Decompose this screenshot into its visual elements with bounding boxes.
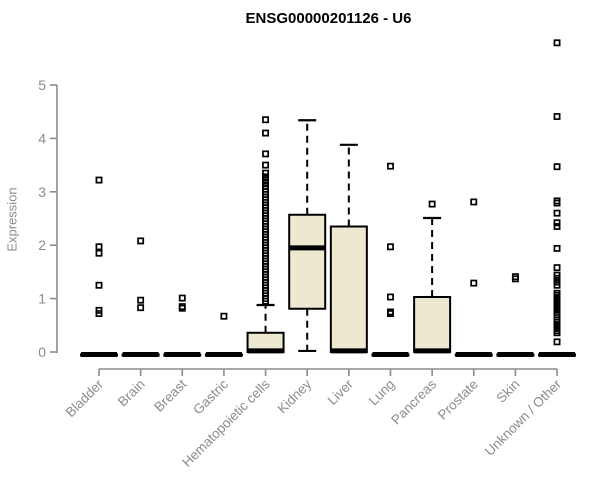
outlier-point — [470, 279, 478, 287]
outlier-point — [553, 223, 561, 230]
outlier-point — [262, 169, 270, 177]
outlier-point — [387, 162, 394, 170]
outlier-point — [553, 338, 561, 346]
outlier-point — [137, 304, 145, 312]
outlier-point — [428, 200, 436, 208]
y-tick-label: 2 — [38, 237, 46, 253]
outlier-point — [387, 310, 394, 318]
box-Pancreas — [413, 295, 452, 353]
outlier-point — [262, 129, 270, 137]
y-tick-label: 3 — [38, 184, 46, 200]
outlier-point — [553, 39, 561, 47]
outlier-point — [95, 281, 103, 289]
box-Kidney — [288, 213, 327, 310]
outlier-point — [553, 244, 561, 252]
outlier-point — [262, 150, 270, 158]
outlier-point — [95, 243, 103, 251]
outlier-point — [220, 312, 228, 320]
y-tick-label: 5 — [38, 77, 46, 93]
x-tick-label: Unknown / Other — [482, 376, 565, 459]
outlier-point — [470, 198, 478, 206]
x-tick-label: Breast — [151, 376, 189, 414]
outlier-point — [553, 274, 561, 282]
x-tick-label: Pancreas — [388, 376, 439, 427]
outlier-point — [553, 113, 561, 120]
x-tick-label: Kidney — [275, 376, 315, 416]
outlier-point — [95, 310, 103, 318]
outlier-point — [262, 173, 270, 181]
x-tick-label: Brain — [115, 377, 148, 410]
outlier-point — [95, 176, 103, 184]
outlier-point — [262, 161, 270, 169]
outlier-point — [553, 281, 561, 289]
outlier-point — [95, 249, 103, 257]
x-tick-label: Lung — [366, 377, 398, 409]
x-tick-label: Prostate — [435, 377, 481, 423]
y-tick-label: 1 — [38, 291, 46, 307]
y-tick-label: 4 — [38, 130, 46, 146]
x-tick-label: Bladder — [63, 376, 107, 420]
outlier-point — [178, 304, 186, 312]
outlier-point — [553, 219, 561, 227]
outlier-point — [553, 199, 561, 207]
outlier-point — [553, 209, 561, 217]
chart-title: ENSG00000201126 - U6 — [245, 10, 412, 27]
outlier-point — [262, 116, 270, 124]
outlier-point — [387, 293, 394, 301]
outlier-point — [511, 275, 519, 283]
outlier-point — [553, 264, 561, 272]
y-tick-label: 0 — [38, 344, 46, 360]
outlier-point — [387, 243, 394, 251]
outlier-point — [178, 294, 186, 302]
outlier-point — [137, 237, 145, 245]
x-tick-label: Gastric — [190, 376, 231, 417]
outlier-point — [137, 296, 145, 304]
x-tick-label: Liver — [325, 376, 357, 408]
box-Liver — [329, 225, 368, 353]
outlier-point — [553, 329, 561, 337]
x-tick-label: Skin — [493, 377, 522, 406]
outlier-point — [553, 163, 561, 171]
